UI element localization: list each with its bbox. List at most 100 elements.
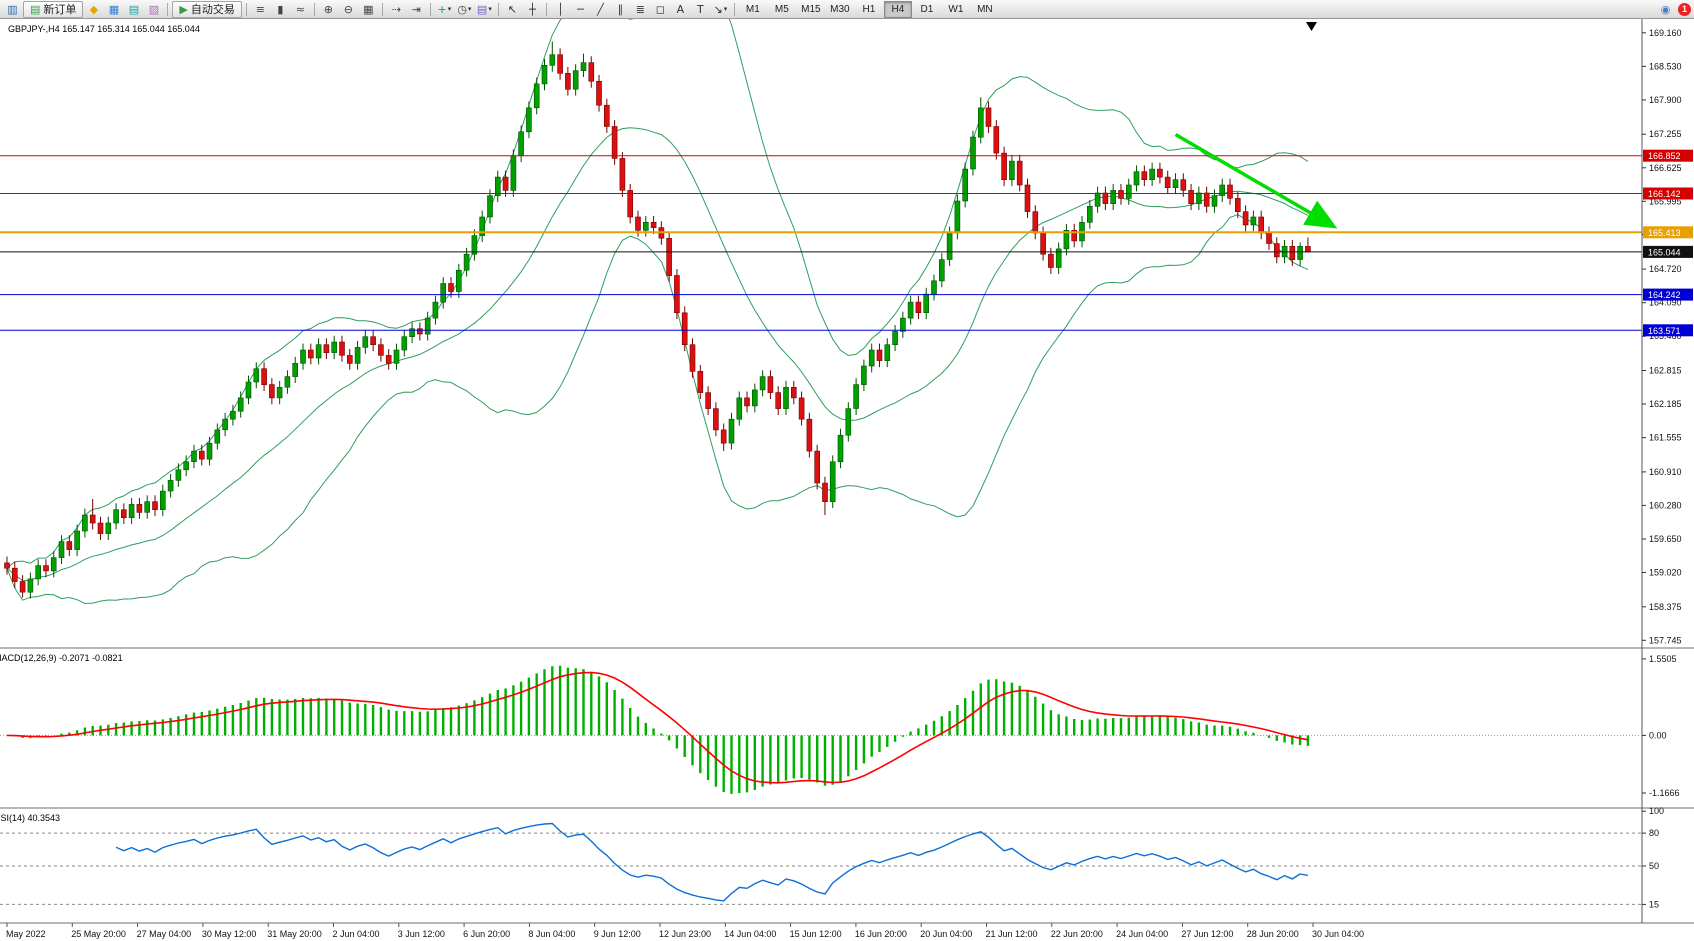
time-axis-label: 16 Jun 20:00 bbox=[855, 929, 907, 939]
price-level-badge-label: 166.142 bbox=[1648, 189, 1681, 199]
toolbar-separator bbox=[733, 2, 735, 16]
time-axis-label: 27 Jun 12:00 bbox=[1181, 929, 1233, 939]
chart-shift-marker[interactable] bbox=[1306, 22, 1317, 31]
time-axis-label: 14 Jun 04:00 bbox=[724, 929, 776, 939]
auto-trading-button-icon: ▶ bbox=[179, 3, 188, 16]
cursor-icon[interactable]: ↖ bbox=[507, 2, 517, 16]
rsi-axis-label: 50 bbox=[1649, 861, 1659, 871]
price-axis-label: 164.720 bbox=[1649, 264, 1682, 274]
new-chart-icon[interactable]: ▥ bbox=[7, 2, 18, 16]
price-scale[interactable]: 169.160 168.530 167.900 167.255 166.625 165.9… bbox=[1642, 28, 1693, 910]
time-axis-label: 30 Jun 04:00 bbox=[1312, 929, 1364, 939]
timeframe-m5-button[interactable]: M5 bbox=[774, 3, 789, 15]
time-axis-label: May 2022 bbox=[6, 929, 46, 939]
price-axis-label: 162.815 bbox=[1649, 366, 1682, 376]
price-axis-label: 158.375 bbox=[1649, 602, 1682, 612]
toolbar-separator bbox=[167, 2, 169, 16]
favorites-icon[interactable]: ◆ bbox=[89, 2, 99, 16]
price-level-badge bbox=[1643, 245, 1693, 258]
price-axis-label: 166.625 bbox=[1649, 163, 1682, 173]
price-level-badge bbox=[1643, 187, 1693, 200]
price-axis-label: 161.555 bbox=[1649, 433, 1682, 443]
time-axis[interactable]: May 2022 25 May 20:00 27 May 04:00 30 May 1… bbox=[6, 923, 1364, 939]
text-label-icon[interactable]: T bbox=[697, 2, 704, 16]
templates-icon[interactable]: ▤ ▾ bbox=[476, 2, 492, 16]
rsi-axis-label: 80 bbox=[1649, 828, 1659, 838]
timeframe-m30-button[interactable]: M30 bbox=[830, 3, 850, 15]
trendline-icon[interactable]: ╱ bbox=[597, 2, 604, 16]
timeframe-d1-button[interactable]: D1 bbox=[920, 3, 934, 15]
zoom-in-icon[interactable]: ⊕ bbox=[323, 2, 333, 16]
indicators-icon[interactable]: + ▾ bbox=[437, 2, 452, 16]
shapes-icon[interactable]: ◻ bbox=[655, 2, 665, 16]
time-axis-label: 9 Jun 12:00 bbox=[594, 929, 641, 939]
zoom-out-icon[interactable]: ⊖ bbox=[343, 2, 353, 16]
price-axis-label: 157.745 bbox=[1649, 635, 1682, 645]
price-level-badge-label: 166.852 bbox=[1648, 151, 1681, 161]
macd-indicator bbox=[0, 665, 1642, 794]
candlesticks bbox=[4, 41, 1311, 599]
horizontal-line-icon[interactable]: ─ bbox=[577, 2, 584, 16]
bollinger-bands bbox=[6, 0, 1309, 605]
price-level-badge-label: 165.413 bbox=[1648, 228, 1681, 238]
chart-shift-icon[interactable]: ⇥ bbox=[411, 2, 421, 16]
fibonacci-icon[interactable]: ≣ bbox=[635, 2, 645, 16]
alerts-icon[interactable]: ◉ bbox=[1660, 2, 1671, 16]
tile-windows-icon[interactable]: ▦ bbox=[363, 2, 374, 16]
price-axis-label: 159.650 bbox=[1649, 534, 1682, 544]
macd-label: MACD(12,26,9) -0.2071 -0.0821 bbox=[0, 653, 123, 663]
market-watch-icon[interactable]: ▦ bbox=[108, 2, 120, 16]
price-level-badge bbox=[1643, 288, 1693, 301]
time-axis-label: 24 Jun 04:00 bbox=[1116, 929, 1168, 939]
timeframe-h4-button[interactable]: H4 bbox=[883, 0, 912, 18]
time-axis-label: 6 Jun 20:00 bbox=[463, 929, 510, 939]
line-chart-icon[interactable]: ≈ bbox=[295, 2, 305, 16]
timeframe-m1-button[interactable]: M1 bbox=[745, 3, 760, 15]
rsi-label: RSI(14) 40.3543 bbox=[0, 813, 60, 823]
trend-arrow[interactable] bbox=[1174, 132, 1338, 229]
rsi-axis-label: 15 bbox=[1649, 899, 1659, 909]
navigator-icon[interactable]: ▧ bbox=[148, 2, 160, 16]
price-level-badge-label: 164.242 bbox=[1648, 290, 1681, 300]
timeframe-mn-button[interactable]: MN bbox=[977, 3, 993, 15]
time-axis-label: 27 May 04:00 bbox=[137, 929, 192, 939]
macd-axis-label: 0.00 bbox=[1649, 730, 1667, 740]
vertical-line-icon[interactable]: │ bbox=[557, 2, 564, 16]
data-window-icon[interactable]: ▤ bbox=[128, 2, 140, 16]
text-icon[interactable]: A bbox=[676, 2, 685, 16]
rsi-line bbox=[115, 822, 1309, 902]
price-axis-label: 168.530 bbox=[1649, 61, 1682, 71]
auto-scroll-icon[interactable]: ⇢ bbox=[391, 2, 401, 16]
equidistant-channel-icon[interactable]: ∥ bbox=[617, 2, 624, 16]
toolbar: ▥ ▤ 新订单 ◆ ▦ ▤ ▧ ▶ 自动交易 ≡ ▮ ≈ ⊕ ⊖ ▦ ⇢ ⇥ + ▾ ◷ ▾ ▤ ▾ ↖ ┼ │ ─ ╱ ∥ ≣ ◻ A T ↘ ▾… bbox=[0, 0, 1694, 19]
timeframe-w1-button[interactable]: W1 bbox=[948, 3, 964, 15]
notification-badge[interactable]: 1 bbox=[1678, 2, 1691, 16]
chart-title: GBPJPY-,H4 165.147 165.314 165.044 165.0… bbox=[8, 24, 200, 34]
candlestick-chart-icon[interactable]: ▮ bbox=[277, 2, 284, 16]
time-axis-label: 12 Jun 23:00 bbox=[659, 929, 711, 939]
time-axis-label: 28 Jun 20:00 bbox=[1247, 929, 1299, 939]
time-axis-label: 21 Jun 12:00 bbox=[986, 929, 1038, 939]
auto-trading-button[interactable]: ▶ 自动交易 bbox=[172, 0, 242, 18]
time-axis-label: 31 May 20:00 bbox=[267, 929, 322, 939]
price-axis-label: 162.185 bbox=[1649, 399, 1682, 409]
crosshair-icon[interactable]: ┼ bbox=[529, 2, 536, 16]
price-axis-label: 160.910 bbox=[1649, 467, 1682, 477]
timeframe-m15-button[interactable]: M15 bbox=[801, 3, 821, 15]
price-level-lines[interactable] bbox=[0, 155, 1642, 331]
macd-axis-label: -1.1666 bbox=[1649, 788, 1680, 798]
arrows-icon[interactable]: ↘ ▾ bbox=[713, 2, 728, 16]
price-axis-label: 160.280 bbox=[1649, 500, 1682, 510]
bar-chart-icon[interactable]: ≡ bbox=[255, 2, 265, 16]
time-axis-label: 8 Jun 04:00 bbox=[528, 929, 575, 939]
new-order-button[interactable]: ▤ 新订单 bbox=[23, 0, 84, 18]
periods-icon[interactable]: ◷ ▾ bbox=[457, 2, 472, 16]
price-axis-label: 159.020 bbox=[1649, 568, 1682, 578]
price-level-badge bbox=[1643, 324, 1693, 337]
time-axis-label: 22 Jun 20:00 bbox=[1051, 929, 1103, 939]
toolbar-separator bbox=[545, 2, 547, 16]
time-axis-label: 30 May 12:00 bbox=[202, 929, 257, 939]
new-order-button-icon: ▤ bbox=[30, 3, 41, 16]
timeframe-h1-button[interactable]: H1 bbox=[862, 3, 876, 15]
